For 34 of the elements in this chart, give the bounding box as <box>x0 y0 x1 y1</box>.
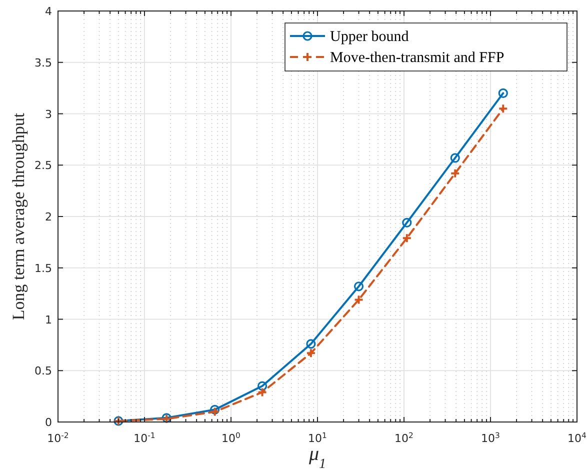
y-tick-label: 3 <box>45 108 52 121</box>
x-tick-label: 10$^{2}$ <box>394 430 414 445</box>
legend-label: Upper bound <box>330 29 410 45</box>
point <box>354 294 364 305</box>
point <box>306 339 316 349</box>
point <box>450 153 460 163</box>
x-tick-label: 10$^{-2}$ <box>47 430 69 445</box>
point <box>354 282 364 292</box>
y-tick-label: 1.5 <box>34 262 52 275</box>
y-axis-title: Long term average throughput <box>9 112 28 320</box>
point <box>498 104 508 114</box>
point <box>498 88 508 98</box>
y-tick-label: 2.5 <box>34 159 52 172</box>
x-tick-label: 10$^{3}$ <box>481 430 500 445</box>
y-tick-label: 1 <box>45 313 52 326</box>
point <box>450 168 460 178</box>
point <box>402 233 412 244</box>
y-tick-label: 4 <box>45 5 52 18</box>
y-tick-label: 3.5 <box>34 56 52 70</box>
legend-label: Move-then-transmit and FFP <box>330 50 504 66</box>
x-tick-label: 10$^{1}$ <box>308 430 328 445</box>
point <box>210 404 220 414</box>
x-tick-label: 10$^{-1}$ <box>134 430 156 445</box>
y-tick-label: 0 <box>45 416 52 429</box>
point <box>210 406 220 417</box>
point <box>257 387 268 398</box>
point <box>257 381 268 391</box>
x-axis-title: μ$_{1}$ <box>308 443 326 472</box>
x-tick-label: 10$^{0}$ <box>222 430 241 445</box>
y-tick-label: 2 <box>45 210 52 224</box>
point <box>306 348 316 358</box>
x-tick-label: 10$^{4}$ <box>568 430 587 445</box>
point <box>402 218 412 228</box>
y-tick-label: 0.5 <box>34 364 52 378</box>
